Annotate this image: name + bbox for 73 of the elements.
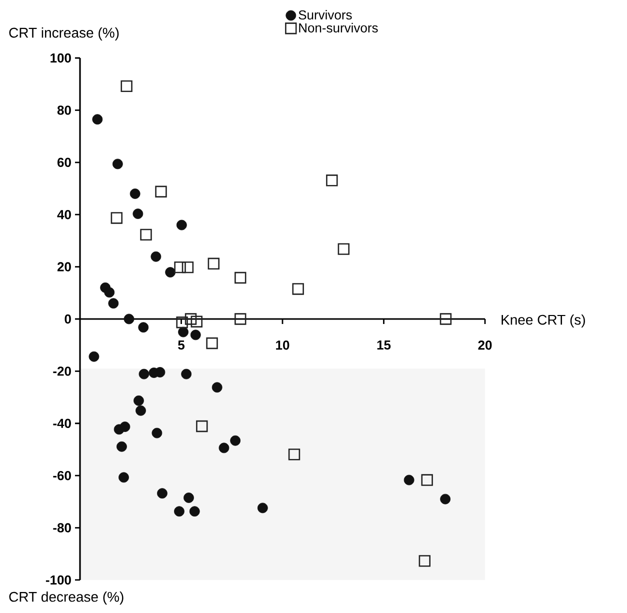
point — [326, 174, 338, 186]
y-tick-label: 0 — [64, 314, 71, 324]
point — [196, 420, 208, 432]
point — [292, 283, 304, 295]
point — [118, 472, 129, 483]
point — [138, 368, 150, 380]
point — [136, 405, 146, 416]
point — [124, 314, 134, 324]
point — [230, 435, 241, 446]
point — [184, 313, 197, 325]
point — [130, 188, 140, 199]
point — [190, 330, 201, 340]
point — [176, 220, 187, 230]
legend-label: Survivors — [298, 10, 352, 20]
point — [150, 251, 162, 262]
point — [181, 368, 192, 380]
point — [182, 261, 194, 274]
y-tick-label: 20 — [57, 262, 71, 272]
point — [440, 494, 451, 504]
point — [132, 208, 144, 220]
point — [138, 322, 149, 333]
point — [404, 474, 414, 486]
point — [140, 228, 152, 241]
point — [92, 114, 103, 125]
point — [190, 316, 202, 328]
point — [174, 506, 184, 517]
point — [178, 326, 188, 338]
x-tick-label: 10 — [276, 340, 290, 350]
point — [120, 422, 130, 432]
y-tick-label: -80 — [53, 523, 71, 532]
x-tick-label: 20 — [478, 340, 492, 350]
point — [234, 272, 246, 284]
y-tick-label: -20 — [53, 366, 71, 376]
point — [174, 261, 186, 274]
y-tick-label: 40 — [57, 210, 71, 220]
point — [208, 258, 220, 270]
point — [108, 298, 119, 309]
point — [234, 313, 246, 325]
x-axis-title: Knee CRT (s) — [502, 314, 585, 328]
x-tick-label: 15 — [377, 340, 391, 350]
point — [257, 502, 268, 514]
point — [110, 212, 123, 224]
y-tick-label: 80 — [57, 106, 71, 115]
y-tick-label: 100 — [50, 53, 71, 63]
point — [338, 243, 350, 255]
point — [189, 506, 200, 517]
legend-label: Non-survivors — [299, 22, 378, 32]
point — [165, 267, 176, 278]
point — [440, 313, 452, 325]
point — [288, 448, 300, 460]
point — [104, 287, 115, 298]
y-tick-label: 60 — [57, 158, 71, 167]
text: CRT decrease (%) — [9, 592, 124, 605]
point — [88, 351, 100, 362]
point — [218, 442, 230, 454]
point — [176, 316, 188, 328]
point — [421, 474, 433, 486]
point — [418, 555, 431, 567]
point — [112, 158, 123, 170]
point — [184, 492, 194, 503]
point — [116, 441, 127, 452]
y-axis-title: CRT increase (%) — [9, 27, 119, 40]
point — [155, 186, 167, 198]
point — [134, 395, 144, 406]
point — [120, 80, 132, 92]
y-tick-label: -100 — [46, 575, 71, 585]
x-tick-label: 5 — [178, 340, 185, 350]
point — [212, 382, 222, 393]
point — [206, 337, 218, 350]
point — [157, 488, 168, 499]
y-tick-label: -40 — [53, 418, 71, 428]
y-tick-label: -60 — [53, 470, 71, 480]
point — [152, 428, 162, 438]
